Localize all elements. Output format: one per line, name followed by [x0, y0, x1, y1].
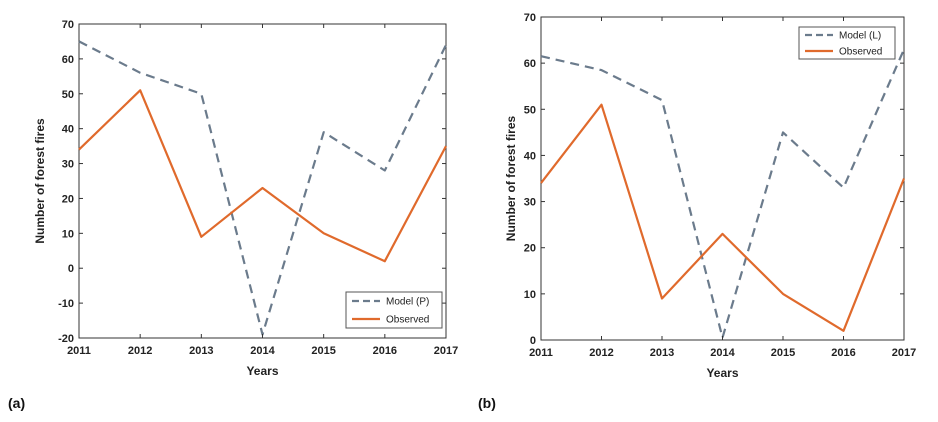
y-tick-label-a: 60 — [62, 54, 74, 66]
y-tick-label-b: 30 — [524, 197, 536, 209]
y-tick-label-b: 70 — [524, 12, 536, 24]
y-tick-label-b: 60 — [524, 58, 536, 70]
y-tick-label-a: -10 — [58, 298, 74, 310]
y-tick-label-a: -20 — [58, 333, 74, 345]
legend-label-observed-a: Observed — [386, 315, 429, 326]
model-series-line-b — [540, 48, 906, 339]
y-tick-label-b: 0 — [530, 335, 536, 347]
legend-b: Model (L) Observed — [798, 26, 896, 60]
legend-a: Model (P) Observed — [345, 291, 443, 329]
y-tick-label-a: 50 — [62, 89, 74, 101]
y-tick-label-a: 0 — [68, 263, 74, 275]
x-tick-label-a: 2014 — [250, 345, 275, 357]
y-axis-label-b: Number of forest fires — [504, 115, 518, 241]
x-tick-label-a: 2013 — [189, 345, 213, 357]
y-tick-label-a: 10 — [62, 228, 74, 240]
x-tick-label-b: 2016 — [831, 347, 855, 359]
y-tick-label-b: 10 — [524, 289, 536, 301]
legend-label-model-p: Model (P) — [386, 297, 429, 308]
y-tick-label-a: 30 — [62, 159, 74, 171]
x-tick-label-a: 2016 — [373, 345, 397, 357]
legend-label-model-l: Model (L) — [839, 31, 881, 42]
y-tick-label-b: 20 — [524, 243, 536, 255]
legend-box-a — [345, 291, 443, 329]
y-tick-label-b: 50 — [524, 104, 536, 116]
legend-label-observed-b: Observed — [839, 47, 882, 58]
x-axis-label-a: Years — [246, 364, 278, 378]
y-axis-label-a: Number of forest fires — [33, 118, 47, 244]
x-axis-label-b: Years — [706, 366, 738, 380]
x-tick-label-b: 2013 — [650, 347, 674, 359]
observed-series-line-b — [540, 103, 906, 332]
x-tick-label-a: 2015 — [311, 345, 335, 357]
x-tick-label-a: 2017 — [434, 345, 458, 357]
panel-label-b: (b) — [478, 395, 496, 411]
chart-b: 0 10 20 30 40 50 60 70 2011 2012 2013 2014 2015 2016 2… — [478, 12, 916, 411]
observed-series-line-a — [78, 89, 447, 263]
x-tick-label-b: 2014 — [710, 347, 735, 359]
x-tick-label-b: 2012 — [589, 347, 613, 359]
y-tick-label-a: 20 — [62, 193, 74, 205]
panel-label-a: (a) — [8, 395, 25, 411]
x-tick-label-b: 2015 — [771, 347, 795, 359]
x-tick-label-a: 2011 — [67, 345, 91, 357]
chart-a: -20 -10 0 10 20 30 40 50 60 70 2011 2012 2013 2014 201… — [8, 19, 458, 411]
x-tick-label-a: 2012 — [128, 345, 152, 357]
x-tick-label-b: 2011 — [529, 347, 553, 359]
legend-box-b — [798, 26, 896, 60]
y-tick-label-a: 70 — [62, 19, 74, 31]
plot-frame-b — [540, 16, 905, 341]
y-tick-label-a: 40 — [62, 124, 74, 136]
x-tick-label-b: 2017 — [892, 347, 916, 359]
plot-frame-a — [78, 23, 447, 339]
y-tick-label-b: 40 — [524, 150, 536, 162]
